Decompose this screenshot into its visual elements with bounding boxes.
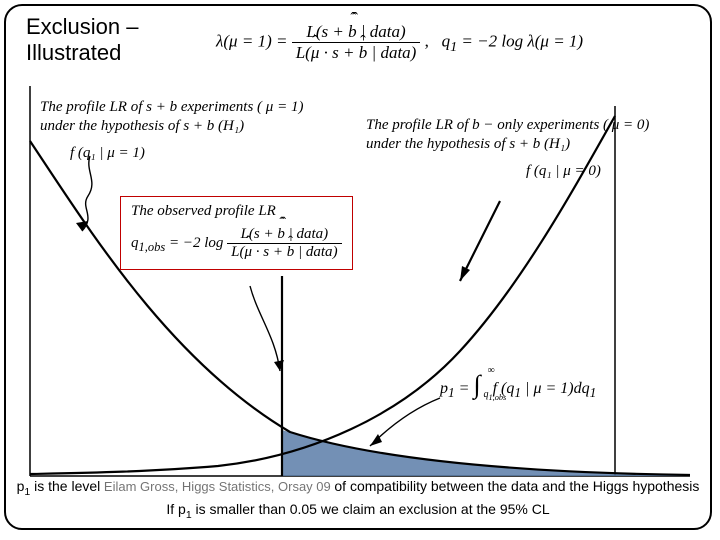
arrow-to-b-head xyxy=(460,266,470,281)
caption-overlap: Eilam Gross, Higgs Statistics, Orsay 09 xyxy=(104,479,331,494)
caption: p1 is the level Eilam Gross, Higgs Stati… xyxy=(6,477,710,522)
observed-box-formula: q1,obs = −2 log L(s + b | data) L(μ · s … xyxy=(131,226,342,261)
caption-line1: p1 is the level Eilam Gross, Higgs Stati… xyxy=(6,477,710,499)
observed-box-title: The observed profile LR xyxy=(131,203,342,220)
title-line2: Illustrated xyxy=(26,40,121,65)
title-line1: Exclusion – xyxy=(26,14,139,39)
annot-sb-f: f (q₁ | μ = 1) xyxy=(70,144,303,163)
p1-shaded-region xyxy=(282,430,690,476)
arrow-to-obs-line xyxy=(250,286,280,371)
observed-box: The observed profile LR q1,obs = −2 log … xyxy=(120,196,353,270)
top-formula: λ(μ = 1) = L(s + b | data) L(μ · s + b |… xyxy=(216,22,583,63)
caption-line2: If p1 is smaller than 0.05 we claim an e… xyxy=(6,500,710,522)
slide-title: Exclusion – Illustrated xyxy=(26,14,139,67)
annot-sb-line1: The profile LR of s + b experiments ( μ … xyxy=(40,98,303,117)
annot-b: The profile LR of b − only experiments (… xyxy=(366,116,649,180)
annot-b-line1: The profile LR of b − only experiments (… xyxy=(366,116,649,135)
p1-integral: p1 = ∫ ∞ q1,obs f (q1 | μ = 1)dq1 xyxy=(440,369,596,402)
annot-sb: The profile LR of s + b experiments ( μ … xyxy=(40,98,303,162)
arrow-to-shade xyxy=(370,398,440,446)
annot-b-line2: under the hypothesis of s + b (H₁) xyxy=(366,135,649,154)
annot-b-f: f (q₁ | μ = 0) xyxy=(526,162,649,181)
annot-sb-line2: under the hypothesis of s + b (H₁) xyxy=(40,117,303,136)
slide-frame: Exclusion – Illustrated λ(μ = 1) = L(s +… xyxy=(4,4,712,530)
